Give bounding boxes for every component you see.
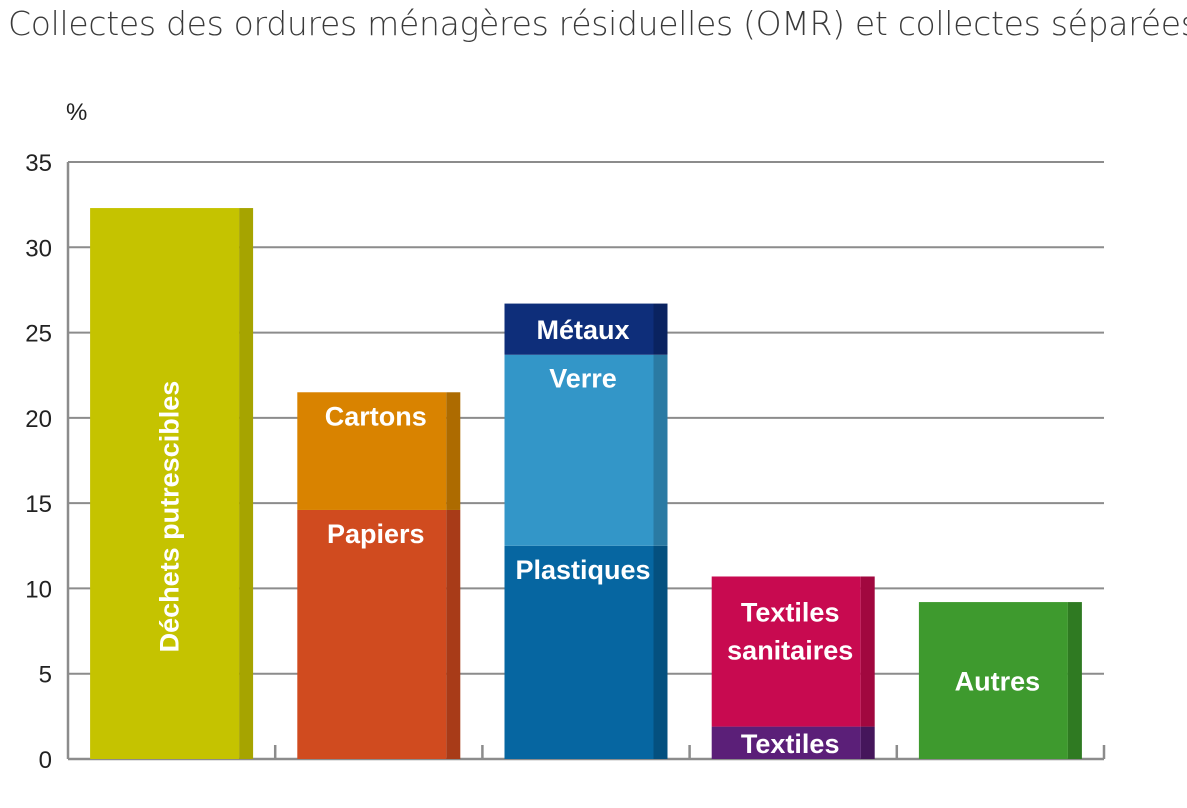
y-tick-label: 15 [25, 491, 52, 518]
y-tick-label: 35 [25, 150, 52, 177]
bar-segment-side [1067, 602, 1082, 759]
bar-segment [297, 392, 447, 510]
bar-segment-side [653, 303, 668, 355]
bar-segment [918, 602, 1068, 759]
chart-title: Collectes des ordures ménagères résiduel… [8, 4, 1187, 43]
segment-label: Déchets putrescibles [155, 381, 185, 653]
segment-label: Cartons [325, 401, 427, 431]
y-tick-label: 0 [39, 747, 52, 774]
bar-segment [90, 208, 240, 759]
y-axis-unit: % [66, 99, 87, 126]
segment-label: Métaux [536, 315, 629, 345]
bar-segment-side [239, 208, 254, 759]
bar-segment [297, 509, 447, 759]
bar-segment-side [446, 509, 461, 759]
y-tick-label: 5 [39, 662, 52, 689]
bar-segment-side [653, 354, 668, 546]
y-tick-label: 30 [25, 235, 52, 262]
bar-segment-side [653, 545, 668, 759]
segment-label: Verre [549, 364, 617, 394]
bar-segment [504, 303, 654, 355]
bar-segment-side [860, 576, 875, 727]
segment-label: Autres [955, 667, 1041, 697]
y-tick-label: 10 [25, 576, 52, 603]
segment-label: Papiers [327, 519, 425, 549]
bar-segment [504, 545, 654, 759]
bar-segment [711, 576, 861, 727]
bar-segment [711, 726, 861, 759]
segment-label: Plastiques [515, 555, 650, 585]
segment-label: Textiles [741, 729, 840, 759]
y-tick-label: 25 [25, 321, 52, 348]
segment-labels: Déchets putrescibles Papiers Cartons Plasti… [155, 315, 1041, 759]
segment-label: Textiles sanitaires [727, 597, 853, 665]
bars [90, 208, 1082, 759]
y-tick-label: 20 [25, 406, 52, 433]
bar-segment-side [446, 392, 461, 510]
bar-segment [504, 354, 654, 546]
bar-segment-side [860, 726, 875, 759]
